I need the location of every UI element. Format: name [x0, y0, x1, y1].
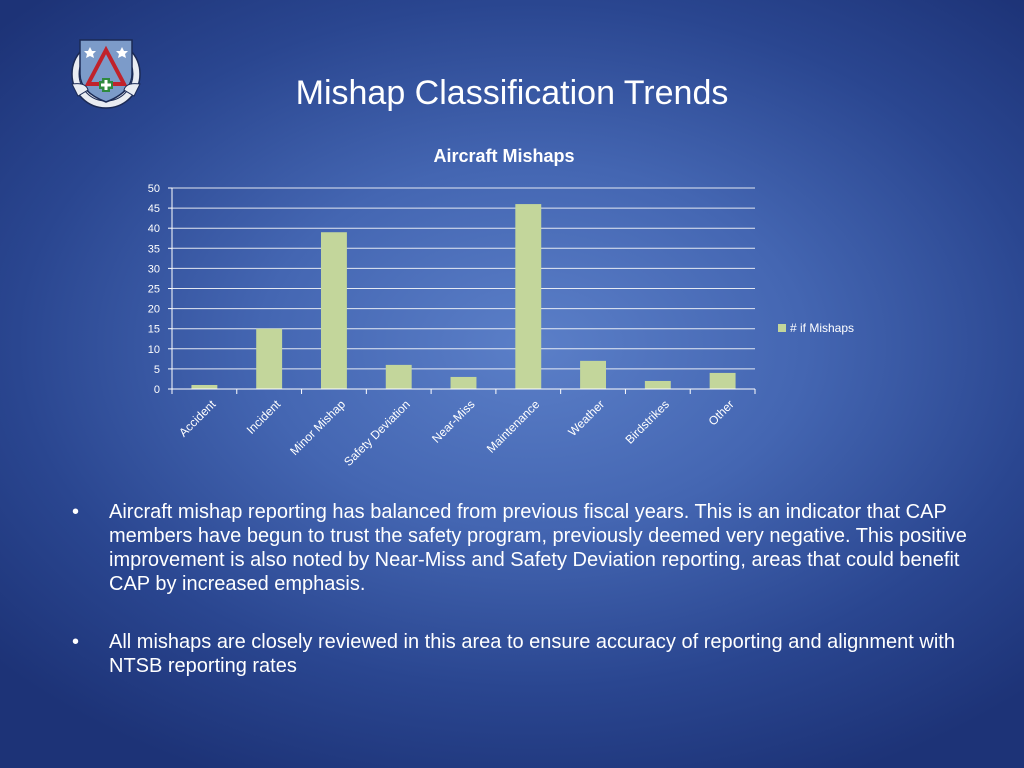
bullet-marker: • — [72, 631, 80, 653]
bullet-text: Aircraft mishap reporting has balanced f… — [109, 501, 967, 595]
y-tick-label: 45 — [148, 203, 160, 215]
bar-minor-mishap — [320, 232, 347, 389]
x-tick-label: Safety Deviation — [341, 397, 413, 469]
bullet-marker: • — [72, 501, 80, 523]
bullet-text: All mishaps are closely reviewed in this… — [109, 631, 955, 677]
y-tick-label: 40 — [148, 223, 160, 235]
x-tick-label: Birdstrikes — [622, 397, 672, 447]
x-tick-label: Incident — [244, 397, 284, 437]
bar-near-miss — [450, 376, 477, 389]
bullet-item: • Aircraft mishap reporting has balanced… — [72, 500, 972, 596]
bar-weather — [580, 360, 607, 389]
chart-title: Aircraft Mishaps — [433, 146, 574, 166]
bar-maintenance — [515, 204, 542, 389]
slide-title: Mishap Classification Trends — [295, 74, 729, 112]
bar-accident — [191, 384, 218, 389]
bullet-list: • Aircraft mishap reporting has balanced… — [72, 500, 972, 678]
x-tick-label: Other — [706, 397, 737, 428]
x-tick-label: Accident — [176, 397, 219, 440]
y-tick-label: 0 — [154, 384, 160, 396]
x-tick-label: Near-Miss — [429, 397, 478, 446]
bar-birdstrikes — [644, 380, 671, 389]
civil-air-patrol-safety-logo — [71, 39, 141, 109]
y-tick-label: 35 — [148, 243, 160, 255]
y-tick-label: 5 — [154, 364, 160, 376]
y-tick-label: 20 — [148, 304, 160, 316]
y-tick-label: 10 — [148, 344, 160, 356]
x-tick-label: Maintenance — [484, 397, 543, 456]
legend-swatch — [778, 324, 786, 332]
bar-other — [709, 372, 736, 389]
legend-label: # if Mishaps — [790, 321, 854, 335]
x-tick-label: Weather — [565, 397, 607, 439]
y-tick-label: 25 — [148, 284, 160, 296]
y-tick-label: 30 — [148, 263, 160, 275]
bullet-item: • All mishaps are closely reviewed in th… — [72, 630, 972, 678]
y-tick-label: 15 — [148, 324, 160, 336]
x-tick-label: Minor Mishap — [287, 397, 348, 458]
bar-safety-deviation — [385, 364, 412, 389]
bar-incident — [256, 328, 283, 389]
y-tick-label: 50 — [148, 183, 160, 195]
